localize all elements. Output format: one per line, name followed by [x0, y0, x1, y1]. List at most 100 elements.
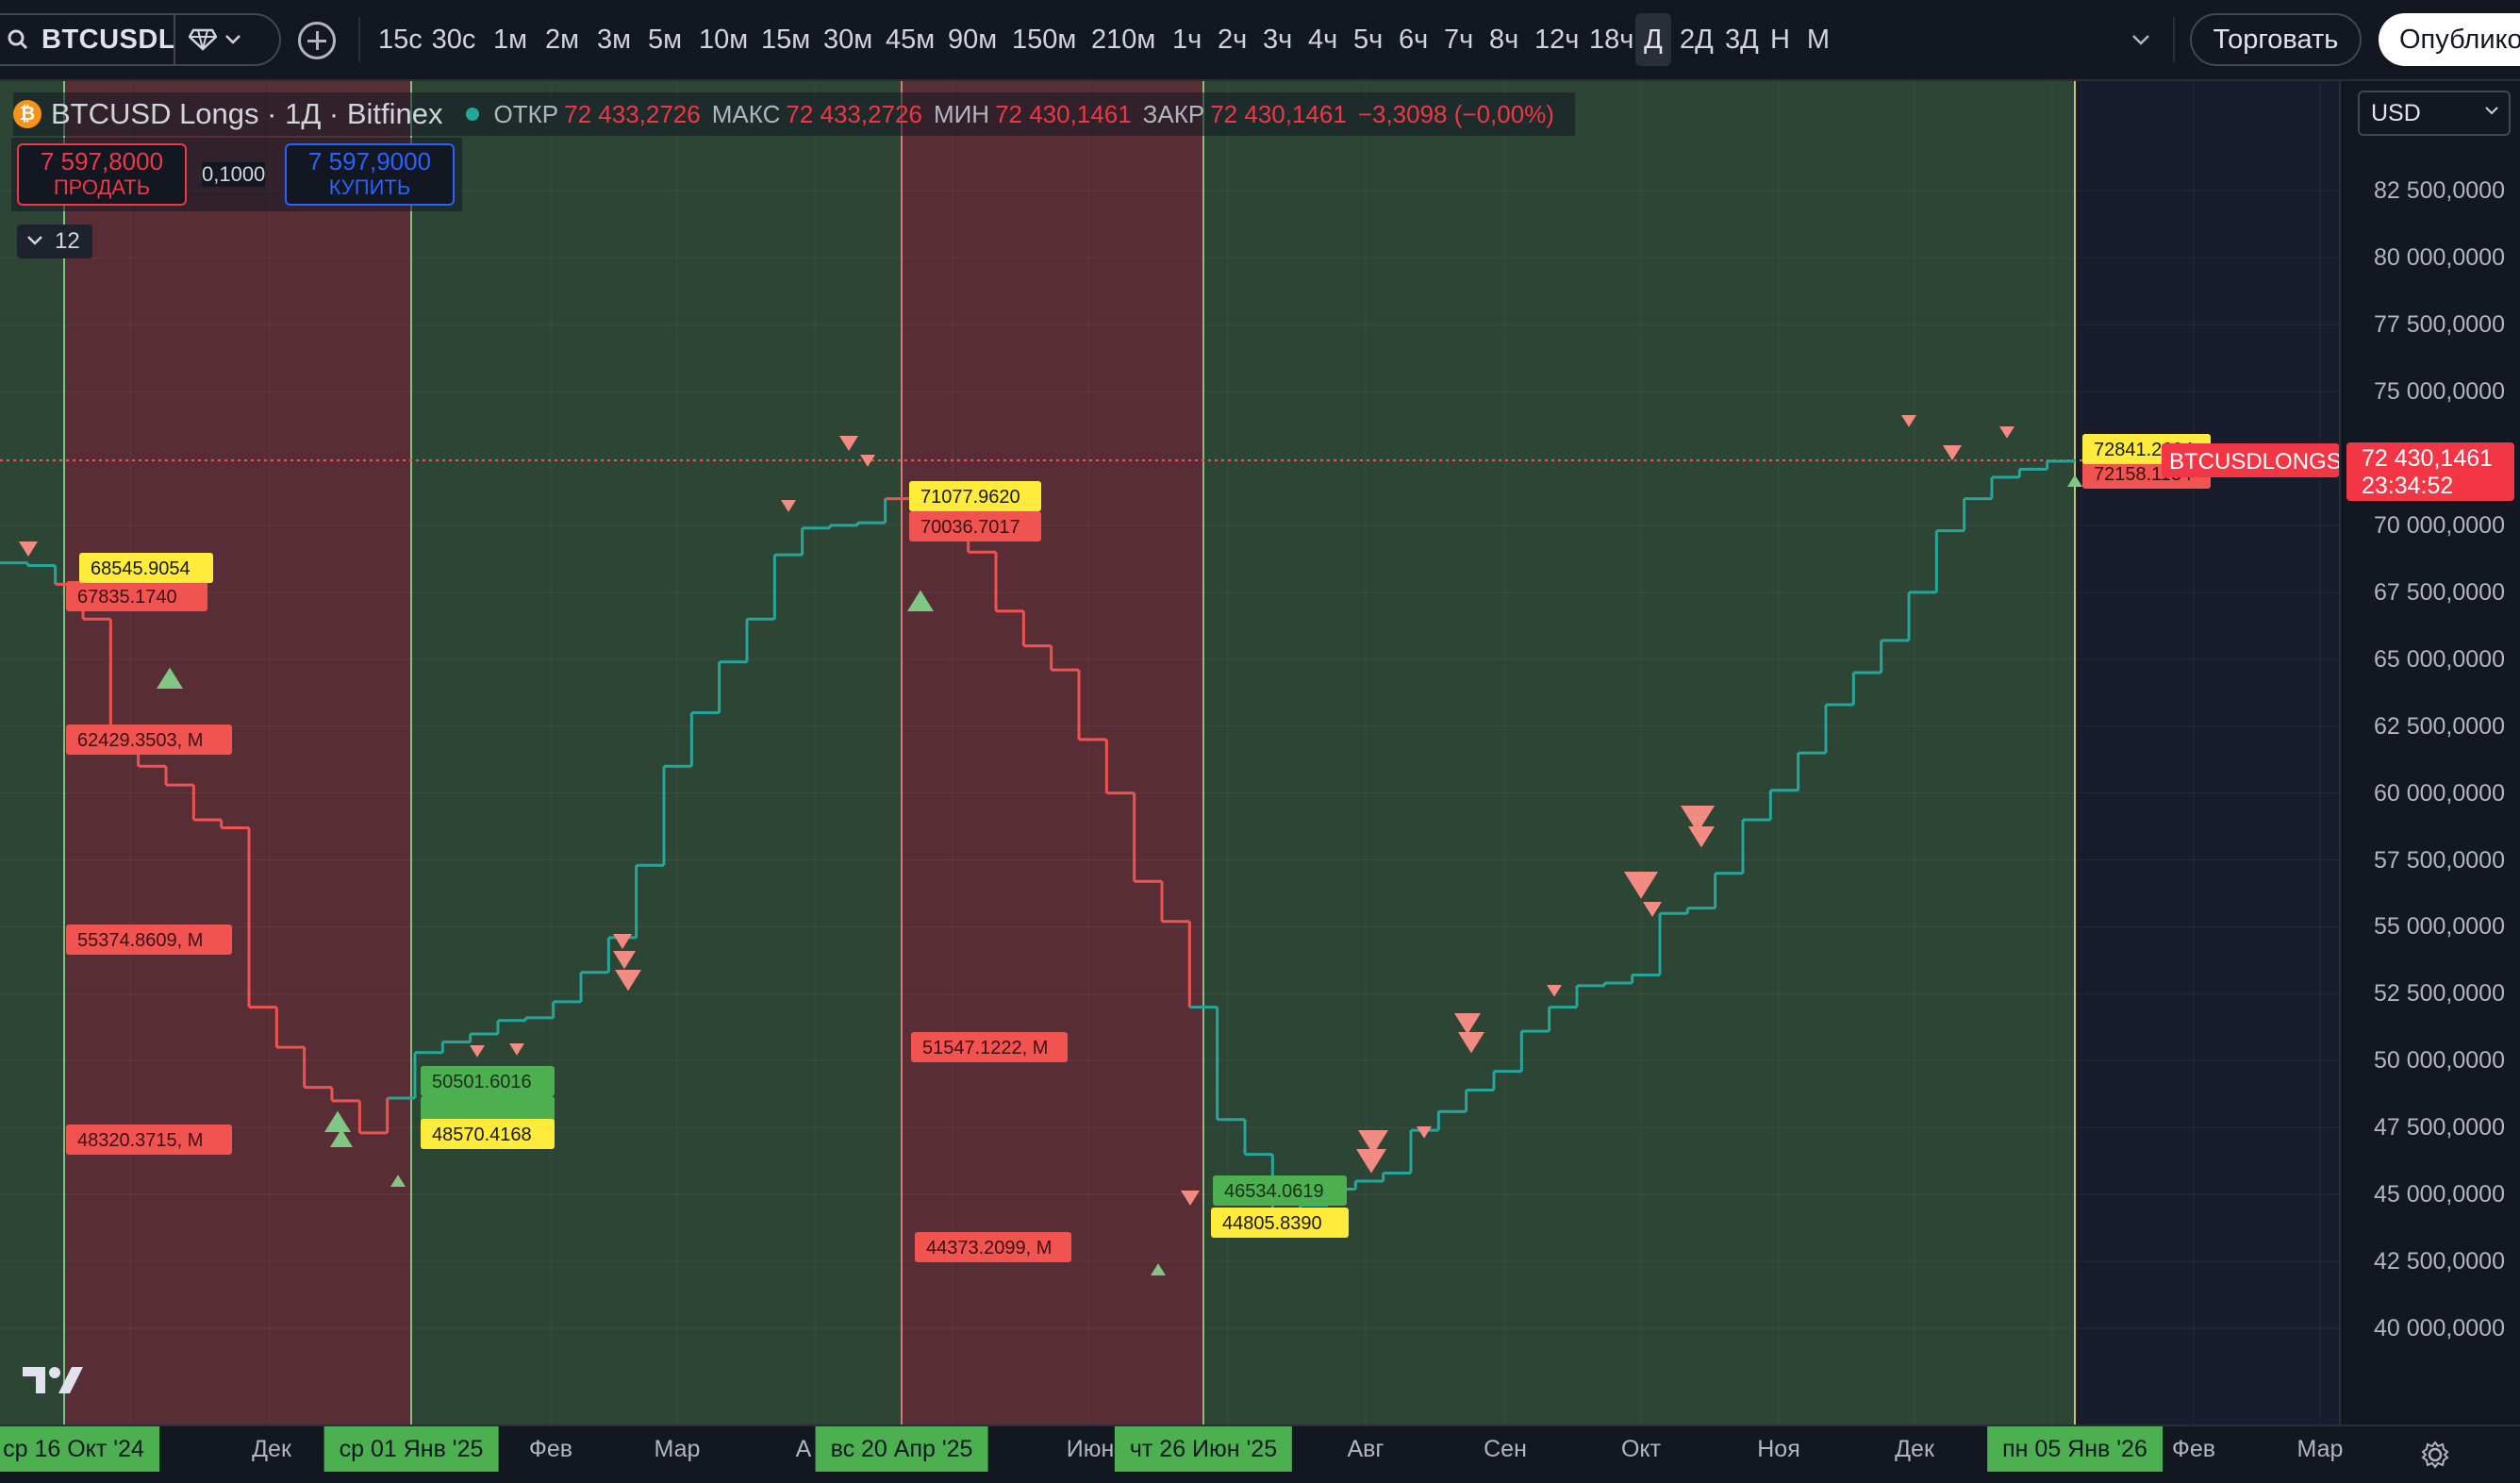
- interval-8[interactable]: 30м: [823, 25, 873, 55]
- interval-0[interactable]: 15с: [378, 25, 423, 55]
- time-badge: ср 16 Окт '24: [0, 1426, 159, 1472]
- interval-24[interactable]: 2Д: [1680, 25, 1714, 55]
- tradingview-logo-icon[interactable]: [21, 1363, 85, 1397]
- sell-signal-marker: [1417, 1126, 1432, 1139]
- label-red: 62429.3503, M: [66, 725, 232, 755]
- interval-3[interactable]: 2м: [544, 25, 580, 55]
- interval-10[interactable]: 90м: [948, 25, 998, 55]
- settings-icon[interactable]: [2420, 1440, 2450, 1470]
- currency-select[interactable]: USD: [2358, 91, 2511, 136]
- time-tick: Фев: [2171, 1436, 2216, 1462]
- zone-green: [1203, 81, 2075, 1425]
- interval-1[interactable]: 30с: [431, 25, 476, 55]
- interval-15[interactable]: 3ч: [1263, 25, 1293, 55]
- sell-signal-marker: [615, 970, 641, 991]
- svg-text:70036.7017: 70036.7017: [920, 517, 1020, 538]
- time-badge: вс 20 Апр '25: [815, 1426, 988, 1472]
- current-price-value: 72 430,1461: [2362, 445, 2494, 472]
- indicator-templates-button[interactable]: [175, 28, 241, 51]
- zone-red: [902, 81, 1203, 1425]
- price-tick: 55 000,0000: [2373, 913, 2505, 941]
- interval-16[interactable]: 4ч: [1308, 25, 1338, 55]
- svg-text:55374.8609, M: 55374.8609, M: [77, 930, 203, 951]
- label-red: 51547.1222, M: [911, 1032, 1068, 1062]
- indicators-toggle[interactable]: 12: [17, 225, 92, 258]
- interval-5[interactable]: 5м: [648, 25, 683, 55]
- publish-button[interactable]: Опубликовать: [2379, 13, 2520, 66]
- interval-23[interactable]: Д: [1635, 13, 1671, 66]
- spread-value: 0,1000: [202, 162, 266, 187]
- interval-4[interactable]: 3м: [597, 25, 632, 55]
- currency-value: USD: [2371, 100, 2421, 126]
- svg-text:48570.4168: 48570.4168: [432, 1125, 532, 1145]
- interval-14[interactable]: 2ч: [1218, 25, 1248, 55]
- interval-7[interactable]: 15м: [761, 25, 811, 55]
- symbol-search[interactable]: BTCUSDLONGS: [0, 13, 281, 66]
- buy-button[interactable]: 7 597,9000 КУПИТЬ: [285, 143, 455, 206]
- chevron-down-icon: [225, 35, 240, 44]
- time-tick: Июн: [1066, 1436, 1115, 1462]
- price-tick: 60 000,0000: [2373, 779, 2505, 807]
- time-tick: Фев: [528, 1436, 573, 1462]
- chevron-down-icon[interactable]: [2128, 26, 2154, 53]
- zone-green: [0, 81, 64, 1425]
- time-tick: Авг: [1347, 1436, 1384, 1462]
- price-tick: 42 500,0000: [2373, 1248, 2505, 1275]
- interval-11[interactable]: 150м: [1012, 25, 1077, 55]
- price-tick: 75 000,0000: [2373, 378, 2505, 406]
- symbol-name[interactable]: BTCUSDLONGS: [41, 24, 174, 55]
- interval-21[interactable]: 12ч: [1534, 25, 1580, 55]
- sell-signal-marker: [1356, 1149, 1386, 1174]
- interval-22[interactable]: 18ч: [1589, 25, 1634, 55]
- interval-18[interactable]: 6ч: [1399, 25, 1429, 55]
- high-value: 72 433,2726: [786, 99, 922, 128]
- svg-text:48320.3715, M: 48320.3715, M: [77, 1130, 203, 1151]
- sell-signal-marker: [1624, 872, 1658, 899]
- interval-6[interactable]: 10м: [699, 25, 749, 55]
- low-value: 72 430,1461: [995, 99, 1132, 128]
- chart-annotations: 67835.1740 68545.9054 62429.3503, M 55374.8…: [66, 434, 2339, 1262]
- interval-12[interactable]: 210м: [1091, 25, 1156, 55]
- interval-17[interactable]: 5ч: [1353, 25, 1384, 55]
- bitcoin-icon: ₿: [13, 100, 41, 128]
- svg-text:67835.1740: 67835.1740: [77, 587, 177, 608]
- interval-26[interactable]: Н: [1770, 25, 1790, 55]
- price-tick: 50 000,0000: [2373, 1047, 2505, 1075]
- top-toolbar: BTCUSDLONGS 15с 30с 1м 2м 3м 5м 10м 15м 30м 45м 90…: [0, 0, 2520, 81]
- compare-add-symbol-button[interactable]: [298, 22, 336, 59]
- separator: [2173, 17, 2175, 62]
- buy-price: 7 597,9000: [307, 147, 432, 175]
- open-value: 72 433,2726: [564, 99, 701, 128]
- price-tick: 45 000,0000: [2373, 1181, 2505, 1208]
- interval-27[interactable]: М: [1806, 25, 1831, 55]
- price-axis[interactable]: USD 82 500,0000 80 000,0000 77 500,0000 75 …: [2339, 81, 2520, 1425]
- label-yellow: 71077.9620: [909, 481, 1041, 511]
- time-tick: Окт: [1620, 1436, 1662, 1462]
- interval-13[interactable]: 1ч: [1172, 25, 1202, 55]
- interval-2[interactable]: 1м: [493, 25, 528, 55]
- interval-19[interactable]: 7ч: [1444, 25, 1474, 55]
- sell-button[interactable]: 7 597,8000 ПРОДАТЬ: [17, 143, 187, 206]
- interval-25[interactable]: 3Д: [1725, 25, 1759, 55]
- price-chart[interactable]: 67835.1740 68545.9054 62429.3503, M 55374.8…: [0, 81, 2339, 1425]
- sell-label: ПРОДАТЬ: [53, 175, 151, 199]
- interval-9[interactable]: 45м: [886, 25, 936, 55]
- sell-signal-marker: [839, 436, 858, 451]
- trade-button[interactable]: Торговать: [2190, 13, 2362, 66]
- indicators-count: 12: [55, 228, 80, 254]
- time-badge: пн 05 Янв '26: [1987, 1426, 2163, 1472]
- svg-text:68545.9054: 68545.9054: [91, 558, 191, 579]
- symbol-price-tag: BTCUSDLONGS: [2162, 443, 2339, 477]
- time-tick: А: [795, 1436, 812, 1462]
- chart-canvas[interactable]: 67835.1740 68545.9054 62429.3503, M 55374.8…: [0, 81, 2339, 1425]
- signal-markers: [19, 415, 2114, 1275]
- time-axis[interactable]: Дек Фев Мар А Июн Авг Сен Окт Ноя Дек Фев Мар ср 16 …: [0, 1425, 2520, 1483]
- interval-20[interactable]: 8ч: [1489, 25, 1519, 55]
- price-tick: 52 500,0000: [2373, 980, 2505, 1008]
- legend-title[interactable]: BTCUSD Longs · 1Д · Bitfinex: [51, 97, 443, 130]
- high-label: МАКС: [711, 99, 781, 128]
- svg-text:44805.8390: 44805.8390: [1222, 1213, 1322, 1234]
- sell-signal-marker: [1547, 985, 1562, 997]
- market-status-dot: [465, 108, 479, 121]
- search-icon: [8, 29, 28, 50]
